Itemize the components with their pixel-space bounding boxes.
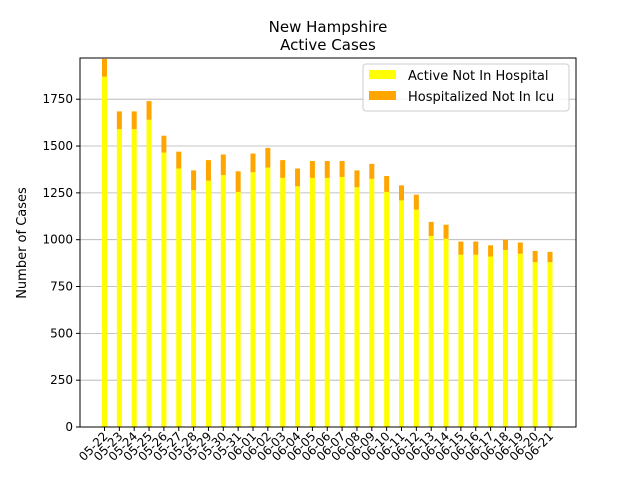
y-axis-label: Number of Cases <box>15 187 30 299</box>
legend-swatch <box>369 70 396 79</box>
bar-active-not-in-hospital <box>324 177 330 427</box>
bar-active-not-in-hospital <box>220 175 226 427</box>
bar-active-not-in-hospital <box>102 76 107 428</box>
bar-active-not-in-hospital <box>235 191 241 427</box>
bar-active-not-in-hospital <box>205 180 211 427</box>
bar-hospitalized-not-in-icu <box>428 221 434 236</box>
bar-hospitalized-not-in-icu <box>502 239 508 250</box>
bar-hospitalized-not-in-icu <box>191 170 197 191</box>
y-tick-label: 1750 <box>42 92 73 106</box>
bar-hospitalized-not-in-icu <box>116 111 122 130</box>
bar-hospitalized-not-in-icu <box>235 171 241 192</box>
y-axis: 0 250 500 750 1000 1250 1500 1750 <box>42 92 80 434</box>
bar-active-not-in-hospital <box>547 262 553 427</box>
bar-active-not-in-hospital <box>176 168 182 427</box>
bar-active-not-in-hospital <box>146 119 152 427</box>
bar-active-not-in-hospital <box>384 191 390 427</box>
legend: Active Not In Hospital Hospitalized Not I… <box>362 63 570 112</box>
bar-active-not-in-hospital <box>369 178 375 427</box>
bar-hospitalized-not-in-icu <box>265 147 271 168</box>
legend-swatch <box>369 91 396 100</box>
bar-active-not-in-hospital <box>309 177 315 427</box>
bar-active-not-in-hospital <box>473 254 479 427</box>
bar-active-not-in-hospital <box>280 177 286 427</box>
y-tick-label: 1250 <box>42 186 73 200</box>
legend-label: Hospitalized Not In Icu <box>408 90 554 105</box>
bar-hospitalized-not-in-icu <box>354 170 360 188</box>
bar-hospitalized-not-in-icu <box>146 101 152 120</box>
bar-active-not-in-hospital <box>339 176 345 427</box>
bar-hospitalized-not-in-icu <box>517 242 523 254</box>
bar-hospitalized-not-in-icu <box>176 151 182 169</box>
legend-box <box>362 63 570 112</box>
bar-active-not-in-hospital <box>161 152 167 427</box>
bar-hospitalized-not-in-icu <box>473 241 479 255</box>
bar-active-not-in-hospital <box>428 235 434 427</box>
bar-active-not-in-hospital <box>458 254 464 427</box>
bar-active-not-in-hospital <box>191 190 197 427</box>
bar-hospitalized-not-in-icu <box>458 241 464 255</box>
bar-hospitalized-not-in-icu <box>413 194 419 210</box>
bar-hospitalized-not-in-icu <box>250 153 256 173</box>
bars <box>102 58 553 428</box>
bar-hospitalized-not-in-icu <box>205 160 211 181</box>
plot-area <box>79 57 577 428</box>
bar-active-not-in-hospital <box>295 186 301 427</box>
y-tick-label: 500 <box>50 326 73 340</box>
bar-active-not-in-hospital <box>532 262 538 427</box>
legend-label: Active Not In Hospital <box>408 69 549 84</box>
y-tick-label: 0 <box>65 420 73 434</box>
bar-hospitalized-not-in-icu <box>443 224 449 239</box>
bar-active-not-in-hospital <box>399 200 404 427</box>
bar-active-not-in-hospital <box>443 238 449 427</box>
bar-active-not-in-hospital <box>413 209 419 427</box>
bar-active-not-in-hospital <box>250 172 256 427</box>
bar-hospitalized-not-in-icu <box>161 135 167 153</box>
bar-hospitalized-not-in-icu <box>131 111 137 130</box>
y-tick-label: 250 <box>50 373 73 387</box>
chart-title: New Hampshire <box>269 18 388 36</box>
bar-hospitalized-not-in-icu <box>399 185 404 201</box>
bar-hospitalized-not-in-icu <box>488 245 494 257</box>
y-tick-label: 750 <box>50 280 73 294</box>
bar-hospitalized-not-in-icu <box>384 176 390 192</box>
bar-active-not-in-hospital <box>354 187 360 427</box>
bar-active-not-in-hospital <box>488 256 494 427</box>
bar-hospitalized-not-in-icu <box>220 154 226 176</box>
chart-subtitle: Active Cases <box>280 36 376 54</box>
bar-hospitalized-not-in-icu <box>547 251 553 263</box>
y-tick-label: 1500 <box>42 139 73 153</box>
bar-hospitalized-not-in-icu <box>102 58 107 77</box>
bar-hospitalized-not-in-icu <box>324 161 330 178</box>
bar-hospitalized-not-in-icu <box>309 161 315 178</box>
bar-active-not-in-hospital <box>265 167 271 427</box>
bar-active-not-in-hospital <box>116 129 122 427</box>
bar-hospitalized-not-in-icu <box>532 250 538 263</box>
bar-hospitalized-not-in-icu <box>280 160 286 178</box>
bar-hospitalized-not-in-icu <box>339 161 345 177</box>
bar-hospitalized-not-in-icu <box>295 168 301 187</box>
y-tick-label: 1000 <box>42 233 73 247</box>
bar-active-not-in-hospital <box>517 253 523 427</box>
bar-active-not-in-hospital <box>502 249 508 427</box>
bar-active-not-in-hospital <box>131 129 137 427</box>
bar-hospitalized-not-in-icu <box>369 163 375 179</box>
